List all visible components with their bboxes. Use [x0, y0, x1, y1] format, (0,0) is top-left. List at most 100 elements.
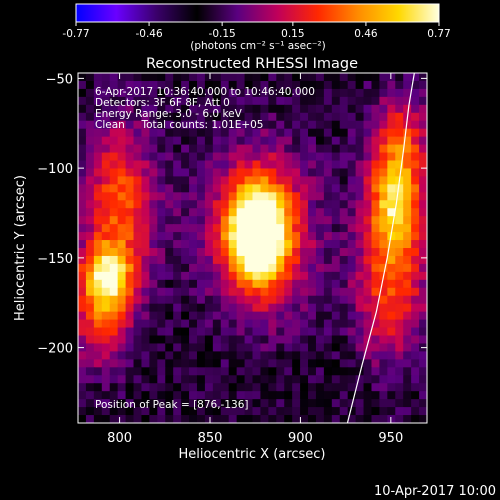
heatmap-cell — [276, 383, 285, 392]
heatmap-cell — [387, 327, 396, 337]
heatmap-cell — [292, 303, 301, 313]
heatmap-cell — [228, 327, 238, 337]
heatmap-cell — [252, 415, 262, 423]
heatmap-cell — [220, 383, 230, 392]
heatmap-cell — [220, 399, 230, 408]
heatmap-cell — [165, 303, 174, 313]
heatmap-cell — [101, 335, 111, 345]
heatmap-cell — [109, 391, 119, 400]
heatmap-cell — [85, 367, 95, 376]
heatmap-cell — [347, 303, 357, 313]
heatmap-cell — [157, 367, 166, 376]
heatmap-cell — [133, 255, 143, 265]
footer-timestamp: 10-Apr-2017 10:00 — [374, 484, 496, 499]
heatmap-cell — [347, 415, 357, 423]
heatmap-cell — [419, 263, 427, 273]
heatmap-cell — [173, 73, 182, 82]
heatmap-cell — [78, 96, 87, 106]
heatmap-cell — [403, 351, 412, 360]
heatmap-cell — [371, 391, 381, 400]
heatmap-cell — [387, 343, 396, 353]
heatmap-cell — [101, 391, 111, 400]
heatmap-cell — [189, 255, 198, 265]
heatmap-cell — [149, 359, 158, 368]
heatmap-cell — [371, 407, 381, 416]
heatmap-cell — [165, 255, 174, 265]
heatmap-cell — [308, 399, 317, 408]
heatmap-cell — [387, 359, 396, 368]
heatmap-cell — [165, 359, 174, 368]
heatmap-cell — [125, 407, 135, 416]
heatmap-cell — [323, 96, 333, 106]
heatmap-cell — [125, 232, 135, 241]
heatmap-cell — [244, 112, 254, 122]
heatmap-cell — [363, 319, 373, 329]
heatmap-cell — [93, 136, 103, 146]
heatmap-cell — [315, 335, 325, 345]
heatmap-cell — [204, 343, 214, 353]
heatmap-cell — [276, 144, 285, 154]
heatmap-cell — [196, 351, 206, 360]
heatmap-cell — [244, 168, 254, 178]
heatmap-cell — [411, 279, 420, 289]
heatmap-cell — [347, 136, 357, 146]
heatmap-cell — [300, 391, 309, 400]
heatmap-cell — [212, 295, 222, 305]
heatmap-cell — [181, 367, 190, 376]
y-tick-label: −100 — [37, 162, 73, 177]
heatmap-cell — [101, 399, 111, 408]
heatmap-cell — [252, 96, 262, 106]
heatmap-cell — [339, 367, 349, 376]
heatmap-cell — [173, 279, 182, 289]
heatmap-cell — [141, 168, 150, 178]
heatmap-cell — [268, 88, 277, 98]
heatmap-cell — [403, 415, 412, 423]
heatmap-cell — [189, 407, 198, 416]
heatmap-cell — [387, 303, 396, 313]
heatmap-cell — [101, 96, 111, 106]
heatmap-cell — [109, 407, 119, 416]
heatmap-cell — [220, 200, 230, 209]
heatmap-cell — [212, 96, 222, 106]
heatmap-cell — [300, 128, 309, 138]
heatmap-cell — [252, 279, 262, 289]
heatmap-cell — [181, 144, 190, 154]
heatmap-cell — [315, 176, 325, 185]
heatmap-cell — [403, 216, 412, 225]
heatmap-cell — [93, 391, 103, 400]
heatmap-cell — [173, 343, 182, 353]
heatmap-cell — [260, 271, 269, 281]
heatmap-cell — [260, 279, 269, 289]
heatmap-cell — [308, 112, 317, 122]
heatmap-cell — [284, 73, 293, 82]
heatmap-cell — [141, 399, 150, 408]
heatmap-cell — [173, 80, 182, 90]
heatmap-cell — [300, 271, 309, 281]
heatmap-cell — [133, 200, 143, 209]
heatmap-cell — [371, 208, 381, 217]
heatmap-cell — [331, 367, 341, 376]
heatmap-cell — [173, 88, 182, 98]
heatmap-cell — [78, 144, 87, 154]
heatmap-cell — [379, 160, 388, 170]
heatmap-cell — [189, 88, 198, 98]
heatmap-cell — [204, 327, 214, 337]
heatmap-cell — [181, 168, 190, 178]
heatmap-cell — [347, 224, 357, 233]
heatmap-cell — [347, 232, 357, 241]
heatmap-cell — [252, 248, 262, 257]
heatmap-cell — [133, 160, 143, 170]
heatmap-cell — [355, 160, 365, 170]
heatmap-cell — [331, 224, 341, 233]
heatmap-cell — [339, 128, 349, 138]
heatmap-cell — [315, 343, 325, 353]
heatmap-cell — [244, 351, 254, 360]
heatmap-cell — [403, 335, 412, 345]
heatmap-cell — [395, 367, 404, 376]
heatmap-cell — [260, 335, 269, 345]
heatmap-cell — [125, 287, 135, 297]
heatmap-cell — [109, 128, 119, 138]
heatmap-cell — [395, 311, 404, 321]
heatmap-cell — [403, 391, 412, 400]
